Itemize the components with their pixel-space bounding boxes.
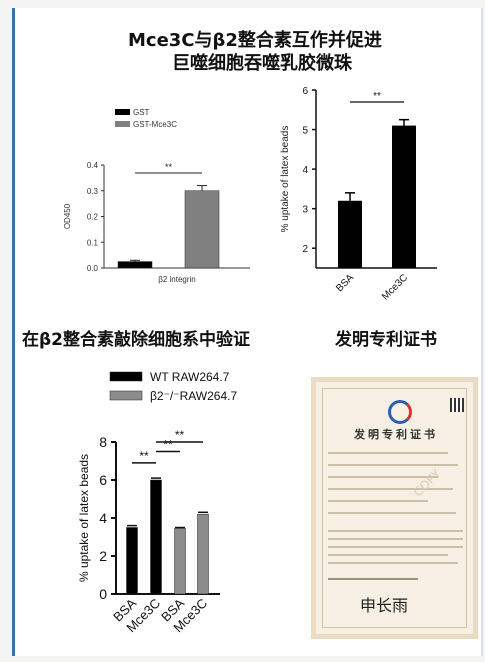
legend-label: WT RAW264.7 (150, 370, 230, 384)
bar (174, 528, 186, 595)
legend-label: β2⁻/⁻RAW264.7 (150, 389, 237, 403)
x-tick-label: BSA (334, 272, 356, 294)
y-tick-label: 2 (302, 244, 308, 255)
legend-swatch (109, 390, 143, 401)
y-axis-label: % uptake of latex beads (77, 454, 91, 582)
y-tick-label: 6 (99, 472, 107, 488)
y-tick-label: 4 (99, 510, 107, 526)
y-tick-label: 0.2 (87, 213, 99, 222)
certificate-inner-border (322, 388, 467, 628)
bar (126, 527, 138, 595)
uptake-bar-chart: 2 3 4 5 6 % uptake of latex beads BSA Mce3C ** (280, 86, 437, 303)
x-tick-label: Mce3C (380, 272, 410, 302)
significance-label: ** (139, 449, 149, 463)
certificate-qr-icon (450, 398, 464, 412)
legend-swatch (109, 371, 143, 382)
binding-bar-chart: 0.0 0.1 0.2 0.3 0.4 OD450 GST GST-Mce3C ** β2 int… (63, 108, 250, 284)
y-tick-label: 2 (99, 548, 107, 564)
y-tick-label: 0 (99, 586, 107, 602)
y-axis-label: OD450 (63, 203, 72, 229)
legend-swatch (115, 109, 130, 115)
bar (197, 513, 209, 595)
bar (150, 479, 162, 595)
patent-certificate-image: 发明专利证书 申长雨 COPY (311, 377, 478, 639)
bar (392, 125, 416, 268)
page-title-line2: 巨噬细胞吞噬乳胶微珠 (172, 53, 352, 74)
y-tick-label: 5 (302, 126, 308, 137)
knockout-uptake-bar-chart: 0 2 4 6 8 % uptake of latex beads WT RAW264.7 β… (77, 370, 237, 635)
bar (184, 190, 220, 269)
section-title-validation: 在β2整合素敲除细胞系中验证 (22, 330, 250, 350)
legend-swatch (115, 121, 130, 127)
y-tick-label: 0.0 (87, 264, 99, 273)
y-axis-label: % uptake of latex beads (280, 126, 291, 233)
significance-label: ** (175, 428, 185, 442)
x-axis-label: β2 integrin (158, 275, 196, 284)
bar (338, 200, 362, 268)
y-tick-label: 0.1 (87, 238, 99, 247)
section-title-patent: 发明专利证书 (335, 330, 437, 350)
y-tick-label: 3 (302, 205, 308, 216)
y-tick-label: 4 (302, 165, 308, 176)
certificate-signature: 申长雨 (360, 596, 409, 615)
y-tick-label: 0.4 (87, 161, 99, 170)
legend-label: GST-Mce3C (133, 120, 177, 129)
y-tick-label: 6 (302, 86, 308, 97)
significance-label: ** (165, 162, 173, 172)
legend-label: GST (133, 108, 150, 117)
y-tick-label: 0.3 (87, 187, 99, 196)
significance-label: ** (163, 438, 173, 452)
page-title-line1: Mce3C与β2整合素互作并促进 (128, 30, 382, 51)
significance-label: ** (373, 91, 381, 102)
y-tick-label: 8 (99, 434, 107, 450)
certificate-emblem-icon (388, 400, 412, 424)
certificate-heading: 发明专利证书 (354, 428, 438, 441)
bar (117, 261, 153, 269)
